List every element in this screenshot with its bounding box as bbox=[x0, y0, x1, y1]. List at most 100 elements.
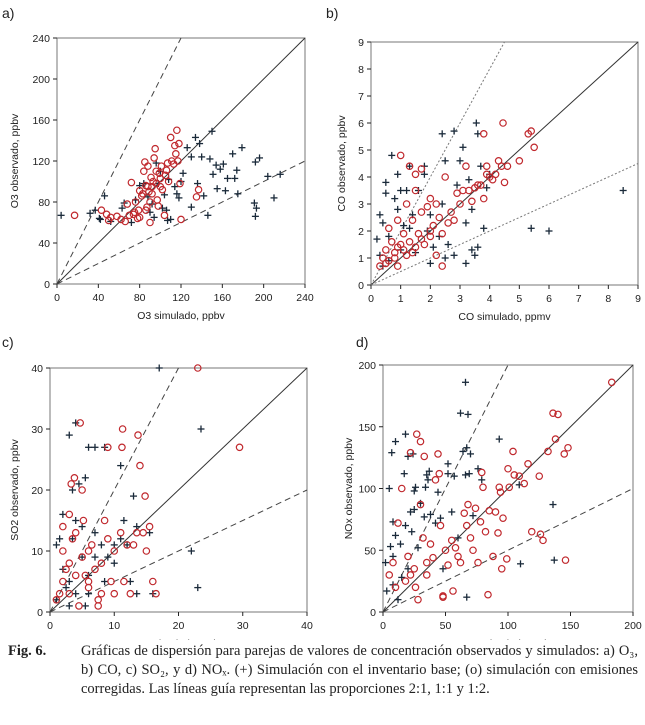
panel-b: b) 0 1 2 3 4 5 6 7 8 9 0 1 2 3 4 5 6 7 8 9 CO simulado, ppmv C… bbox=[326, 5, 641, 323]
data-point-circle bbox=[110, 547, 119, 555]
data-point-circle bbox=[435, 469, 444, 478]
data-point-circle bbox=[136, 461, 144, 470]
data-point-circle bbox=[107, 577, 115, 586]
data-point-plus bbox=[400, 222, 408, 230]
data-point-plus bbox=[385, 232, 393, 240]
data-point-plus bbox=[104, 553, 112, 561]
data-point-plus bbox=[467, 450, 474, 458]
y-tick-label: 0 bbox=[37, 607, 43, 619]
y-axis-title: NOx observado, ppbv bbox=[343, 437, 355, 539]
data-point-circle bbox=[426, 194, 435, 203]
data-point-circle bbox=[479, 130, 488, 138]
data-point-plus bbox=[72, 517, 80, 524]
data-point-plus bbox=[91, 553, 99, 561]
data-point-circle bbox=[175, 139, 183, 148]
data-point-plus bbox=[394, 596, 402, 604]
data-point-circle bbox=[426, 232, 435, 241]
guide-line-1-1 bbox=[382, 364, 634, 613]
data-point-circle bbox=[515, 472, 524, 480]
y-tick-label: 9 bbox=[358, 37, 364, 49]
data-point-plus bbox=[86, 209, 94, 217]
data-point-plus bbox=[407, 508, 414, 516]
data-point-plus bbox=[177, 178, 185, 185]
data-point-circle bbox=[465, 186, 473, 195]
data-point-circle bbox=[376, 262, 384, 270]
panel-label: a) bbox=[2, 5, 14, 21]
y-tick-label: 5 bbox=[358, 145, 364, 157]
data-point-circle bbox=[75, 602, 83, 610]
data-point-plus bbox=[410, 505, 418, 513]
data-point-plus bbox=[517, 560, 524, 568]
y-tick-label: 100 bbox=[358, 484, 376, 496]
data-point-plus bbox=[81, 474, 89, 482]
data-point-plus bbox=[474, 465, 482, 473]
x-tick-label: 150 bbox=[562, 620, 580, 632]
x-tick-label: 8 bbox=[605, 293, 611, 305]
data-point-circle bbox=[404, 552, 412, 561]
data-point-plus bbox=[462, 378, 469, 386]
data-point-circle bbox=[104, 443, 112, 452]
data-point-circle bbox=[453, 189, 461, 198]
data-point-plus bbox=[441, 157, 449, 165]
y-tick-label: 240 bbox=[32, 33, 50, 45]
data-point-plus bbox=[101, 192, 109, 200]
data-point-circle bbox=[481, 527, 490, 536]
data-point-circle bbox=[144, 182, 152, 191]
data-point-circle bbox=[173, 126, 181, 135]
data-point-circle bbox=[451, 543, 460, 552]
data-point-circle bbox=[385, 571, 394, 579]
y-tick-label: 0 bbox=[370, 607, 376, 619]
data-point-circle bbox=[535, 472, 544, 480]
data-point-circle bbox=[110, 589, 119, 598]
data-point-circle bbox=[382, 246, 390, 254]
data-point-plus bbox=[194, 180, 202, 188]
data-point-circle bbox=[97, 589, 106, 598]
data-point-circle bbox=[549, 409, 557, 417]
y-tick-label: 160 bbox=[32, 115, 50, 127]
data-point-circle bbox=[423, 202, 432, 211]
data-point-plus bbox=[91, 206, 99, 214]
x-tick-label: 3 bbox=[457, 293, 463, 305]
x-tick-label: 0 bbox=[54, 292, 60, 304]
data-point-circle bbox=[153, 196, 162, 204]
y-tick-label: 200 bbox=[358, 360, 376, 372]
data-point-circle bbox=[84, 583, 93, 592]
data-point-circle bbox=[62, 565, 70, 574]
panel-label: b) bbox=[326, 5, 338, 21]
data-point-circle bbox=[468, 197, 476, 206]
data-point-plus bbox=[221, 187, 229, 195]
data-point-circle bbox=[130, 208, 139, 217]
data-point-circle bbox=[554, 410, 562, 419]
data-point-circle bbox=[494, 529, 502, 537]
data-point-circle bbox=[420, 452, 429, 461]
guide-line-2-1 bbox=[56, 37, 182, 285]
data-point-circle bbox=[52, 595, 61, 604]
panel-c: c) 0 10 20 30 40 0 10 20 30 40 SO2simulado, ppbv SO2… bbox=[2, 334, 313, 640]
data-point-plus bbox=[426, 259, 434, 267]
data-point-circle bbox=[405, 238, 414, 246]
data-point-plus bbox=[408, 528, 416, 536]
data-point-circle bbox=[561, 556, 570, 564]
x-tick-label: 160 bbox=[214, 292, 232, 304]
data-point-plus bbox=[465, 470, 473, 478]
data-point-plus bbox=[91, 529, 99, 537]
data-point-plus bbox=[469, 512, 477, 520]
data-point-circle bbox=[503, 162, 512, 171]
data-point-circle bbox=[444, 561, 452, 569]
data-point-plus bbox=[434, 488, 442, 496]
data-point-plus bbox=[155, 364, 163, 372]
data-point-plus bbox=[81, 602, 89, 610]
data-point-plus bbox=[127, 219, 135, 226]
data-point-circle bbox=[84, 547, 93, 555]
data-point-circle bbox=[474, 558, 482, 567]
data-point-plus bbox=[441, 254, 449, 262]
data-point-plus bbox=[438, 130, 446, 138]
data-point-plus bbox=[379, 219, 387, 227]
data-point-circle bbox=[146, 218, 154, 227]
x-tick-label: 1 bbox=[398, 293, 404, 305]
data-point-plus bbox=[423, 471, 431, 479]
data-point-plus bbox=[219, 160, 227, 168]
data-point-circle bbox=[84, 577, 93, 586]
data-point-circle bbox=[177, 215, 185, 224]
data-point-plus bbox=[91, 443, 99, 451]
